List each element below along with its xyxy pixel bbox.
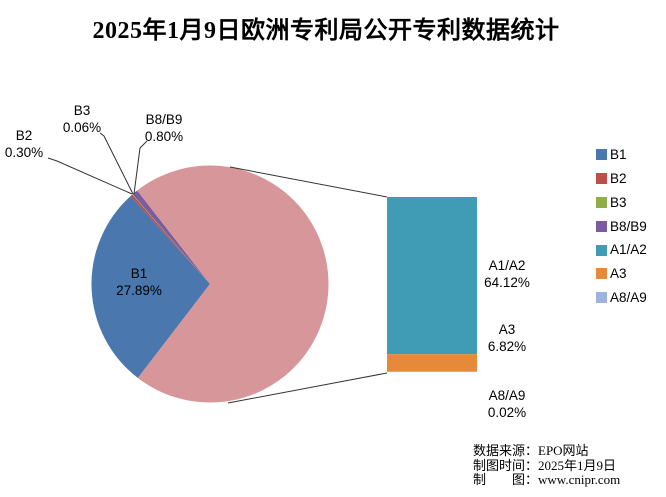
label-value: 0.06% — [62, 119, 102, 135]
legend-item-a3: A3 — [596, 262, 647, 286]
legend-swatch — [596, 173, 607, 185]
pie-label-b1: B1 27.89% — [116, 266, 162, 299]
legend-label: A8/A9 — [610, 289, 647, 305]
pie-slice-b3 — [132, 194, 210, 284]
label-value: 64.12% — [484, 274, 530, 290]
legend-item-a8a9: A8/A9 — [596, 286, 647, 310]
bar-label-a3: A3 6.82% — [488, 322, 526, 355]
pie-slice-b1 — [91, 196, 210, 379]
connector-line — [227, 372, 388, 404]
legend-item-b8b9: B8/B9 — [596, 214, 647, 238]
label-name: B3 — [73, 103, 91, 118]
footer-credit: 制 图：www.cnipr.com — [473, 472, 621, 488]
pie-slice-other — [137, 165, 329, 403]
connector-line — [229, 166, 388, 198]
legend: B1 B2 B3 B8/B9 A1/A2 A3 A8/A9 — [596, 143, 647, 310]
footer-source: 数据来源：EPO网站 — [473, 443, 589, 458]
legend-label: A1/A2 — [610, 242, 647, 258]
legend-item-b3: B3 — [596, 191, 647, 215]
label-value: 0.02% — [487, 404, 527, 420]
legend-swatch — [596, 149, 607, 161]
legend-label: B3 — [610, 194, 627, 210]
pie-label-b3: B3 0.06% — [63, 103, 101, 136]
leader-line-b2 — [47, 157, 133, 195]
leader-line-b8b9 — [133, 140, 148, 195]
label-name: A8/A9 — [488, 388, 526, 403]
label-name: A1/A2 — [488, 258, 526, 273]
bar-label-a8a9: A8/A9 0.02% — [488, 388, 526, 421]
pie-slice-b2 — [130, 194, 210, 284]
footer-date: 制图时间：2025年1月9日 — [473, 457, 617, 473]
legend-swatch — [596, 196, 607, 208]
legend-label: A3 — [610, 266, 627, 282]
bar-label-a1a2: A1/A2 64.12% — [484, 258, 530, 291]
legend-label: B1 — [610, 147, 627, 163]
legend-item-a1a2: A1/A2 — [596, 238, 647, 262]
legend-swatch — [596, 244, 607, 256]
legend-swatch — [596, 292, 607, 304]
bar-segment-a1a2 — [387, 197, 477, 355]
legend-swatch — [596, 268, 607, 280]
pie-label-b2: B2 0.30% — [5, 128, 43, 161]
chart-footer: 数据来源：EPO网站 制图时间：2025年1月9日 制 图：www.cnipr.… — [473, 443, 621, 488]
label-value: 0.30% — [4, 144, 44, 160]
label-value: 0.80% — [144, 128, 184, 144]
label-name: B8/B9 — [145, 112, 183, 127]
legend-label: B2 — [610, 170, 627, 186]
legend-item-b2: B2 — [596, 167, 647, 191]
label-value: 6.82% — [487, 338, 527, 354]
pie-label-b8b9: B8/B9 0.80% — [145, 112, 183, 145]
label-name: A3 — [498, 322, 516, 337]
legend-swatch — [596, 220, 607, 232]
chart-title: 2025年1月9日欧洲专利局公开专利数据统计 — [92, 18, 560, 44]
legend-item-b1: B1 — [596, 143, 647, 167]
label-name: B2 — [15, 128, 33, 143]
leader-line-b3 — [99, 132, 134, 195]
legend-label: B8/B9 — [610, 218, 647, 234]
bar-segment-a8a9 — [387, 371, 477, 372]
label-name: B1 — [130, 266, 148, 281]
bar-segment-a3 — [387, 354, 477, 371]
pie-slice-b8b9 — [132, 190, 210, 284]
label-value: 27.89% — [116, 282, 162, 298]
